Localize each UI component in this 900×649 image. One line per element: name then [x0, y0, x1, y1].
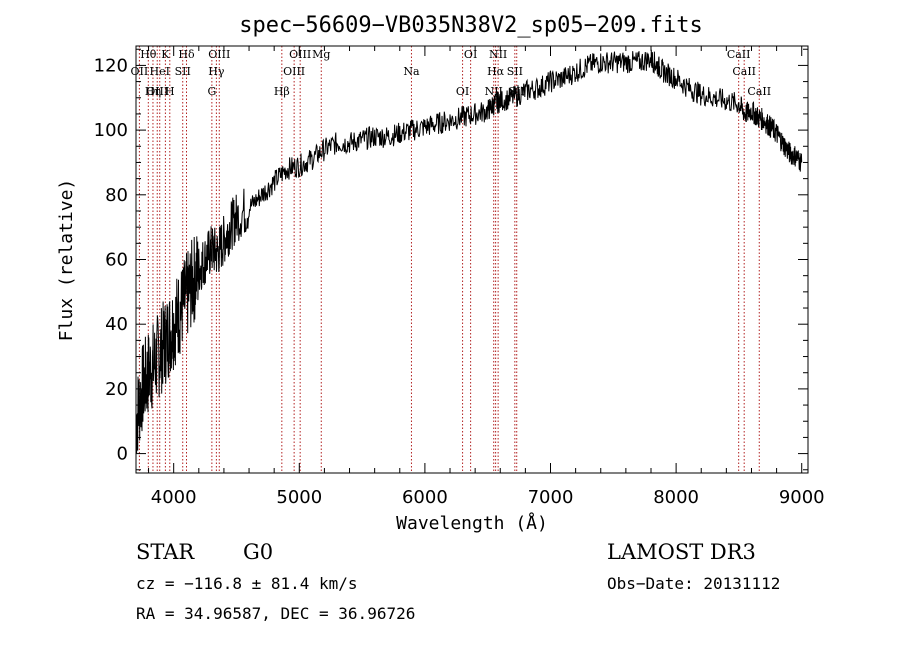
y-tick-label: 0: [117, 444, 128, 465]
spectral-line-label: Hα: [487, 65, 505, 78]
x-tick-label: 8000: [653, 487, 699, 508]
y-axis: 0 20 40 60 80 100 120: [94, 48, 808, 471]
spectral-line-label: H: [165, 85, 175, 98]
spectral-line-label: Hθ: [140, 48, 157, 61]
x-axis: 4000 5000 6000 7000 8000 9000: [148, 46, 825, 508]
spectral-line-label: OI: [456, 85, 469, 98]
x-axis-label: Wavelength (Å): [396, 512, 548, 534]
spectral-line-label: CaII: [727, 48, 751, 61]
spectral-line-label: OIII: [146, 85, 168, 98]
y-tick-label: 20: [105, 379, 128, 400]
object-subclass: G0: [243, 540, 273, 564]
spectral-line-labels: HθOIIOIIIKHeIHηHδSIIHOIIIHγGOIIIOIIIHβMg…: [131, 48, 772, 98]
spectral-line-label: OI: [464, 48, 477, 61]
y-tick-label: 40: [105, 314, 128, 335]
y-tick-label: 120: [94, 55, 128, 76]
redshift-velocity: cz = −116.8 ± 81.4 km/s: [136, 574, 358, 593]
survey-name: LAMOST DR3: [607, 540, 756, 564]
spectral-line-label: SII: [175, 65, 191, 78]
y-tick-label: 80: [105, 185, 128, 206]
spectral-line-label: CaII: [732, 65, 756, 78]
x-tick-label: 4000: [151, 487, 197, 508]
spectral-line-label: G: [207, 85, 216, 98]
observation-date: Obs−Date: 20131112: [607, 574, 780, 593]
y-tick-label: 100: [94, 120, 128, 141]
spectral-line-markers: [138, 46, 760, 473]
spectral-line-label: CaII: [747, 85, 771, 98]
spectral-line-label: Hβ: [274, 85, 290, 98]
spectral-line-label: OIII: [208, 48, 230, 61]
spectral-line-label: OII: [131, 65, 149, 78]
spectrum-line: [135, 49, 803, 454]
y-tick-label: 60: [105, 250, 128, 271]
spectral-line-label: Mg: [312, 48, 330, 61]
plot-frame: [135, 45, 809, 474]
spectral-line-label: OIII: [289, 48, 311, 61]
spectral-line-label: SII: [507, 65, 523, 78]
spectral-line-label: HeI: [150, 65, 170, 78]
object-class: STAR: [136, 540, 195, 564]
x-tick-label: 5000: [276, 487, 322, 508]
chart-title: spec−56609−VB035N38V2_sp05−209.fits: [239, 13, 703, 38]
coordinates: RA = 34.96587, DEC = 36.96726: [136, 604, 415, 623]
spectral-line-label: OIII: [283, 65, 305, 78]
spectral-line-label: Hγ: [208, 65, 225, 78]
spectral-line-label: K: [161, 48, 170, 61]
x-tick-label: 7000: [528, 487, 574, 508]
x-tick-label: 6000: [402, 487, 448, 508]
spectral-line-label: Hδ: [178, 48, 195, 61]
x-tick-label: 9000: [779, 487, 825, 508]
spectral-line-label: NII: [489, 48, 507, 61]
spectral-line-label: Na: [403, 65, 420, 78]
y-axis-label: Flux (relative): [56, 179, 77, 342]
spectral-line-label: Hη: [145, 85, 161, 98]
